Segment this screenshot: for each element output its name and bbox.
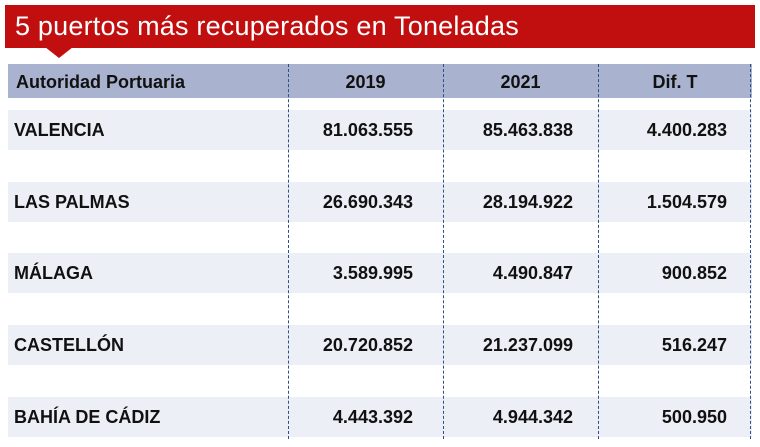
value-diff: 516.247 [661,335,727,355]
value-2019: 26.690.343 [322,192,413,212]
column-divider [288,64,289,439]
port-name: MÁLAGA [14,263,93,283]
value-2021: 21.237.099 [482,335,573,355]
banner-pointer [45,47,73,58]
table-row [8,182,752,222]
value-2019: 4.443.392 [332,407,413,427]
value-diff: 500.950 [661,407,727,427]
table-row [8,110,752,150]
value-2021: 28.194.922 [482,192,573,212]
value-2021: 85.463.838 [482,120,573,140]
port-name: LAS PALMAS [14,192,130,212]
value-2021: 4.944.342 [492,407,573,427]
value-2019: 3.589.995 [332,263,413,283]
value-2019: 81.063.555 [322,120,413,140]
table-row [8,397,752,437]
header-2021: 2021 [500,72,541,92]
header-diff: Dif. T [652,72,698,92]
value-2021: 4.490.847 [492,263,573,283]
port-name: CASTELLÓN [14,335,124,355]
column-divider [750,64,751,439]
table-row [8,253,752,293]
header-2019: 2019 [345,72,386,92]
value-diff: 1.504.579 [646,192,727,212]
value-diff: 4.400.283 [646,120,727,140]
port-name: BAHÍA DE CÁDIZ [14,407,161,427]
header-authority: Autoridad Portuaria [16,72,186,92]
table-header [8,64,752,98]
value-2019: 20.720.852 [322,335,413,355]
page-title: 5 puertos más recuperados en Toneladas [15,11,519,41]
table-row [8,325,752,365]
port-name: VALENCIA [14,120,105,140]
column-divider [598,64,599,439]
title-banner: 5 puertos más recuperados en Toneladas [5,5,755,48]
column-divider [443,64,444,439]
value-diff: 900.852 [661,263,727,283]
